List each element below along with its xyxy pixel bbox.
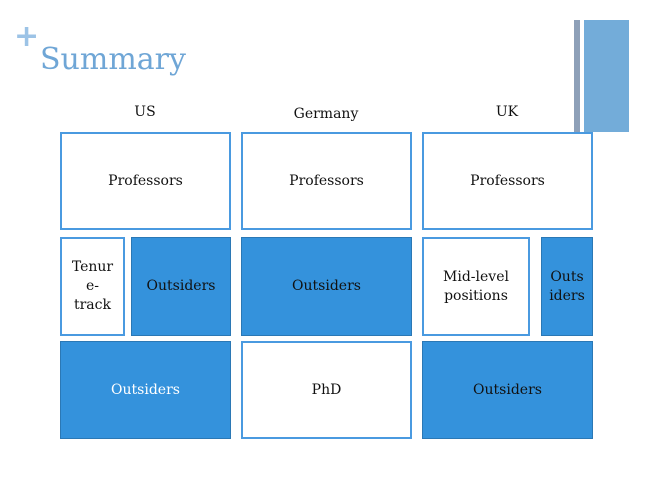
uk-professors-box: Professors [422, 132, 593, 230]
decorative-bar-blue [584, 20, 629, 132]
column-header-us: US [134, 104, 156, 120]
us-tenure-track-box: Tenur e-track [60, 237, 125, 336]
box-label: Professors [289, 172, 364, 189]
germany-outsiders-box: Outsiders [241, 237, 412, 336]
column-header-uk: UK [495, 104, 519, 120]
slide-title: Summary [40, 42, 186, 77]
us-outsiders-bottom-box: Outsiders [60, 341, 231, 439]
box-label: Tenur e-track [71, 259, 114, 313]
box-label: Outsiders [111, 381, 180, 398]
column-header-germany: Germany [293, 106, 359, 122]
box-label: Professors [108, 172, 183, 189]
uk-outsiders-bottom-box: Outsiders [422, 341, 593, 439]
us-professors-box: Professors [60, 132, 231, 230]
box-label: Mid-level positions [443, 268, 509, 304]
box-label: Outsiders [473, 381, 542, 398]
box-label: Professors [470, 172, 545, 189]
box-label: Outsiders [146, 278, 216, 294]
germany-professors-box: Professors [241, 132, 412, 230]
uk-outsiders-middle-box: Outs iders [541, 237, 593, 336]
box-label: Outsiders [292, 278, 361, 294]
us-outsiders-middle-box: Outsiders [131, 237, 231, 336]
uk-mid-level-box: Mid-level positions [422, 237, 530, 336]
germany-phd-box: PhD [241, 341, 412, 439]
box-label: PhD [311, 381, 342, 398]
decorative-bar-gray [574, 20, 580, 132]
plus-icon: + [14, 19, 40, 54]
